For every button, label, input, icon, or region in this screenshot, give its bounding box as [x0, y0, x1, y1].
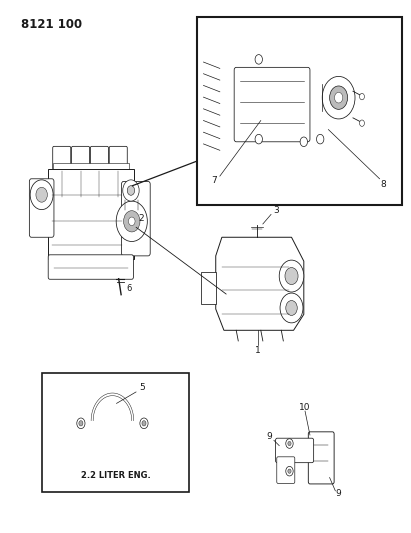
Circle shape [288, 441, 291, 446]
Circle shape [123, 180, 139, 201]
Circle shape [360, 120, 365, 126]
Circle shape [285, 268, 298, 285]
Circle shape [300, 137, 307, 147]
FancyBboxPatch shape [308, 432, 334, 484]
FancyBboxPatch shape [275, 438, 314, 463]
Text: 2: 2 [138, 214, 143, 223]
FancyBboxPatch shape [122, 181, 150, 256]
Circle shape [142, 421, 146, 426]
Text: 8: 8 [381, 180, 387, 189]
Circle shape [140, 418, 148, 429]
Circle shape [288, 469, 291, 473]
Circle shape [124, 211, 140, 232]
Circle shape [360, 93, 365, 100]
Text: 10: 10 [299, 403, 311, 412]
Circle shape [286, 301, 297, 316]
Bar [42, 373, 189, 492]
Circle shape [255, 134, 263, 144]
Text: 5: 5 [139, 383, 145, 392]
Circle shape [30, 180, 53, 209]
FancyBboxPatch shape [48, 255, 134, 279]
Circle shape [316, 134, 324, 144]
Circle shape [129, 217, 135, 225]
Text: 1: 1 [255, 346, 261, 355]
Text: 9: 9 [336, 489, 342, 498]
FancyBboxPatch shape [72, 147, 90, 169]
Circle shape [322, 76, 355, 119]
Circle shape [286, 466, 293, 476]
FancyBboxPatch shape [53, 147, 71, 169]
Circle shape [286, 439, 293, 448]
FancyBboxPatch shape [234, 67, 310, 142]
Circle shape [279, 260, 304, 292]
Text: 8121 100: 8121 100 [21, 18, 82, 31]
Circle shape [36, 187, 47, 202]
FancyBboxPatch shape [109, 147, 127, 169]
Circle shape [330, 86, 348, 109]
Text: 6: 6 [126, 284, 132, 293]
Text: 7: 7 [211, 176, 217, 185]
Circle shape [335, 92, 343, 103]
Text: 2.2 LITER ENG.: 2.2 LITER ENG. [81, 471, 150, 480]
Bar [53, 164, 129, 169]
FancyBboxPatch shape [90, 147, 109, 169]
Circle shape [255, 54, 263, 64]
Bar [197, 17, 402, 205]
Circle shape [280, 293, 303, 323]
Text: 9: 9 [266, 432, 272, 441]
Polygon shape [86, 386, 139, 426]
Circle shape [127, 185, 135, 195]
Circle shape [79, 421, 83, 426]
Text: 3: 3 [273, 206, 279, 215]
Circle shape [116, 201, 147, 241]
FancyBboxPatch shape [277, 457, 295, 483]
Polygon shape [201, 272, 216, 304]
Polygon shape [216, 237, 304, 330]
Polygon shape [48, 169, 134, 259]
FancyBboxPatch shape [29, 179, 54, 237]
Circle shape [77, 418, 85, 429]
